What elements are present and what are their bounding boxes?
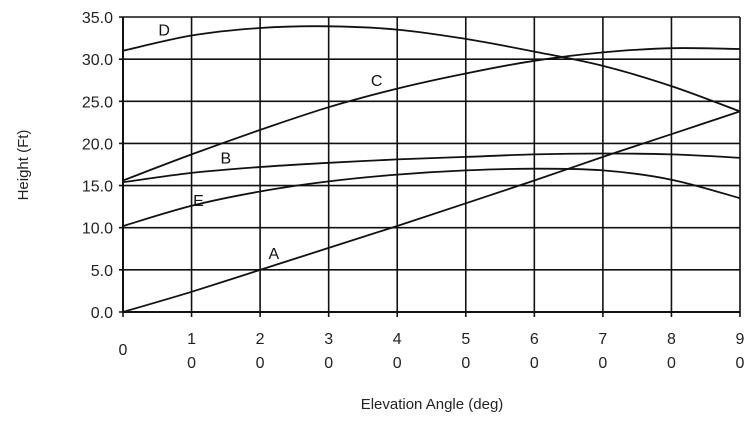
x-tick-label: 6 — [530, 331, 539, 348]
x-tick-label: 3 — [324, 331, 333, 348]
x-tick-label-second-line: 0 — [461, 355, 470, 372]
x-tick-label: 8 — [667, 331, 676, 348]
series-line-a — [122, 110, 741, 313]
y-tick-label: 35.0 — [82, 10, 113, 27]
series-line-e — [122, 167, 741, 227]
y-tick-label: 5.0 — [91, 263, 113, 280]
x-tick-label: 7 — [598, 331, 607, 348]
x-tick-label: 4 — [393, 331, 402, 348]
x-tick-label-second-line: 0 — [187, 355, 196, 372]
series-line-c — [122, 47, 741, 182]
x-tick-label: 9 — [736, 331, 745, 348]
series-line-d — [122, 25, 741, 113]
x-tick-label-second-line: 0 — [530, 355, 539, 372]
y-tick-label: 30.0 — [82, 52, 113, 69]
series-group: A B C D E — [122, 23, 741, 313]
x-tick-label-second-line: 0 — [256, 355, 265, 372]
y-tick-label: 25.0 — [82, 94, 113, 111]
y-tick-label: 20.0 — [82, 136, 113, 153]
tick-labels: 0.0 5.0 10.0 15.0 20.0 25.0 30.0 35.0 0 1 0 2 0 3 0 4 0 5… — [82, 10, 745, 372]
x-tick-label-second-line: 0 — [736, 355, 745, 372]
series-label-c: C — [371, 73, 383, 90]
series-label-a: A — [268, 246, 279, 263]
series-label-b: B — [220, 151, 231, 168]
x-tick-label: 5 — [461, 331, 470, 348]
x-axis-title: Elevation Angle (deg) — [361, 396, 504, 413]
x-tick-label: 0 — [119, 342, 128, 359]
series-line-b — [122, 152, 741, 184]
axes — [122, 17, 740, 313]
grid — [119, 16, 741, 317]
series-label-d: D — [158, 23, 170, 40]
x-tick-label-second-line: 0 — [324, 355, 333, 372]
x-tick-label-second-line: 0 — [598, 355, 607, 372]
y-tick-label: 0.0 — [91, 305, 113, 322]
series-label-e: E — [193, 193, 204, 210]
x-tick-label-second-line: 0 — [667, 355, 676, 372]
x-tick-label: 2 — [256, 331, 265, 348]
y-tick-label: 10.0 — [82, 221, 113, 238]
x-tick-label-second-line: 0 — [393, 355, 402, 372]
y-axis-title: Height (Ft) — [15, 130, 32, 201]
y-tick-label: 15.0 — [82, 179, 113, 196]
x-tick-label: 1 — [187, 331, 196, 348]
